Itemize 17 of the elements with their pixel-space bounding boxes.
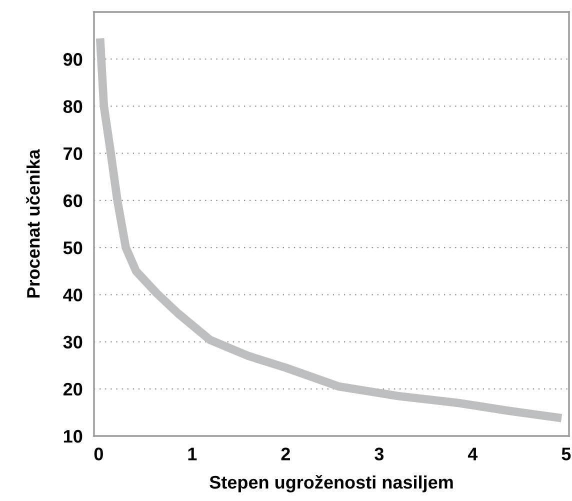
y-tick-label: 90 (63, 53, 82, 66)
y-tick-label: 30 (63, 336, 82, 349)
y-tick-label: 10 (64, 430, 82, 443)
x-tick-label: 1 (188, 448, 197, 460)
y-tick-label: 20 (63, 382, 82, 396)
y-tick-label: 40 (63, 288, 82, 302)
y-tick-label: 60 (63, 194, 82, 208)
y-tick-label: 70 (64, 147, 82, 160)
x-tick-label: 5 (562, 448, 571, 460)
y-tick-label: 80 (63, 100, 82, 113)
x-axis-title: Stepen ugroženosti nasiljem (210, 475, 453, 492)
x-tick-label: 0 (94, 448, 103, 460)
y-axis-title: Procenat učenika (26, 149, 40, 298)
x-tick-label: 3 (374, 448, 384, 460)
y-tick-label: 50 (63, 241, 82, 254)
x-tick-label: 4 (468, 448, 478, 460)
x-tick-label: 2 (281, 448, 290, 460)
